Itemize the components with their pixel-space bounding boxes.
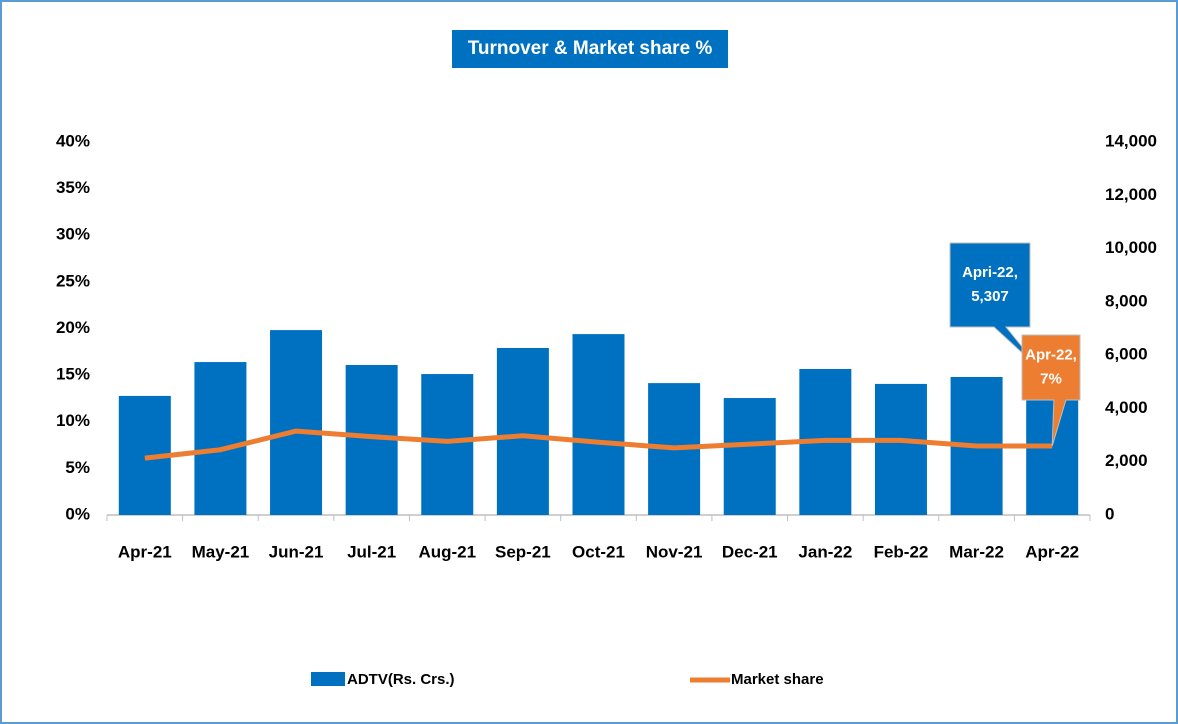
y2-tick-label: 10,000 <box>1105 238 1157 257</box>
y-tick-label: 15% <box>56 365 90 384</box>
bar <box>270 330 323 515</box>
x-tick-label: Nov-21 <box>646 542 703 561</box>
legend-label: Market share <box>731 671 824 688</box>
legend-label: ADTV(Rs. Crs.) <box>347 671 455 688</box>
callout-text: Apr-22, <box>1025 346 1077 363</box>
callout-text: 5,307 <box>971 288 1009 305</box>
bar <box>723 398 776 515</box>
x-tick-label: Sep-21 <box>495 542 551 561</box>
title-box <box>452 30 728 68</box>
y2-tick-label: 4,000 <box>1105 398 1148 417</box>
x-tick-label: May-21 <box>192 542 250 561</box>
y2-tick-label: 8,000 <box>1105 291 1148 310</box>
y-tick-label: 35% <box>56 178 90 197</box>
x-tick-label: Jan-22 <box>798 542 852 561</box>
x-tick-label: Dec-21 <box>722 542 778 561</box>
callout-text: 7% <box>1040 370 1062 387</box>
y-tick-label: 40% <box>56 131 90 150</box>
y2-tick-label: 6,000 <box>1105 345 1148 364</box>
y2-tick-label: 12,000 <box>1105 185 1157 204</box>
line <box>144 428 1053 461</box>
y2-tick-label: 2,000 <box>1105 451 1148 470</box>
x-tick-label: Jun-21 <box>269 542 324 561</box>
x-tick-label: Apr-22 <box>1025 542 1079 561</box>
x-tick-label: Apr-21 <box>118 542 172 561</box>
y2-tick-label: 0 <box>1105 504 1114 523</box>
y-tick-label: 10% <box>56 411 90 430</box>
y-tick-label: 30% <box>56 225 90 244</box>
y-tick-label: 5% <box>65 458 90 477</box>
x-tick-label: Aug-21 <box>418 542 476 561</box>
y-tick-label: 25% <box>56 271 90 290</box>
callout <box>1021 334 1081 447</box>
bar <box>874 383 927 515</box>
x-tick-label: Jul-21 <box>347 542 396 561</box>
y-tick-label: 0% <box>65 504 90 523</box>
x-tick-label: Oct-21 <box>572 542 625 561</box>
chart-title: Turnover & Market share % <box>468 38 713 59</box>
x-tick-label: Mar-22 <box>949 542 1004 561</box>
x-tick-label: Feb-22 <box>874 542 929 561</box>
bar <box>496 347 549 515</box>
bar <box>421 374 474 515</box>
legend-swatch <box>311 672 345 686</box>
callout-text: Apri-22, <box>962 264 1018 281</box>
y2-tick-label: 14,000 <box>1105 131 1157 150</box>
y-tick-label: 20% <box>56 318 90 337</box>
bar <box>572 334 625 515</box>
bar <box>194 362 247 515</box>
